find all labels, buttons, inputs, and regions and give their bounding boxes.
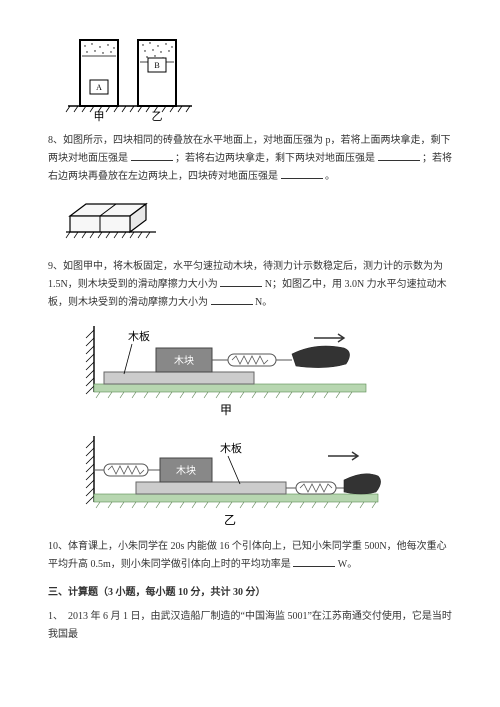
jia-svg: 木块 木板 甲 bbox=[76, 318, 376, 418]
jia-label: 甲 bbox=[220, 403, 232, 417]
figure-bricks bbox=[60, 192, 452, 248]
section-3-title: 三、计算题（3 小题，每小题 10 分，共计 30 分） bbox=[48, 584, 452, 602]
q10-tail: W。 bbox=[338, 559, 357, 570]
section-3-q1: 1、 2013 年 6 月 1 日，由武汉造船厂制造的“中国海监 5001”在江… bbox=[48, 608, 452, 644]
q10-blank bbox=[293, 558, 335, 567]
question-9: 9、如图甲中，将木板固定，水平匀速拉动木块，待测力计示数稳定后，测力计的示数为为… bbox=[48, 258, 452, 312]
jia-board-label: 木板 bbox=[128, 329, 150, 343]
yi-label: 乙 bbox=[224, 513, 236, 527]
label-yi-top: 乙 bbox=[152, 110, 163, 122]
figure-jia: 木块 木板 甲 bbox=[76, 318, 452, 418]
q9-blank-2 bbox=[211, 296, 253, 305]
q8-blank-3 bbox=[281, 170, 323, 179]
label-jia-top: 甲 bbox=[94, 111, 105, 122]
bricks-svg bbox=[60, 192, 170, 248]
q8-text-4: 。 bbox=[325, 171, 335, 182]
container-left-label: A bbox=[96, 83, 102, 92]
q8-text-2: ；若将右边两块拿走，剩下两块对地面压强是 bbox=[175, 153, 375, 164]
q9-blank-1 bbox=[220, 278, 262, 287]
container-right-label: B bbox=[154, 61, 159, 70]
q8-blank-2 bbox=[378, 152, 420, 161]
q9-text-3: N。 bbox=[255, 297, 272, 308]
jia-block-label: 木块 bbox=[174, 355, 194, 367]
yi-board-label: 木板 bbox=[220, 441, 242, 455]
containers-svg: A B 甲 乙 bbox=[60, 30, 200, 122]
q10-text: 10、体育课上，小朱同学在 20s 内能做 16 个引体向上，已知小朱同学重 5… bbox=[48, 541, 447, 570]
q8-blank-1 bbox=[131, 152, 173, 161]
question-8: 8、如图所示，四块相同的砖叠放在水平地面上，对地面压强为 p，若将上面两块拿走，… bbox=[48, 132, 452, 186]
yi-block-label: 木块 bbox=[176, 465, 196, 477]
figure-yi: 木块 木板 乙 bbox=[76, 428, 452, 528]
question-10: 10、体育课上，小朱同学在 20s 内能做 16 个引体向上，已知小朱同学重 5… bbox=[48, 538, 452, 574]
yi-svg: 木块 木板 乙 bbox=[76, 428, 386, 528]
figure-containers: A B 甲 乙 bbox=[60, 30, 452, 122]
